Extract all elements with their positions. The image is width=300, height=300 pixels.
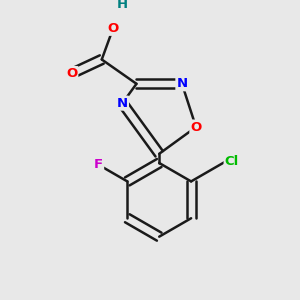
Text: O: O: [107, 22, 119, 35]
Text: O: O: [66, 67, 77, 80]
Text: F: F: [94, 158, 103, 171]
Text: O: O: [190, 121, 202, 134]
Text: H: H: [116, 0, 128, 11]
Text: N: N: [176, 77, 188, 90]
Text: Cl: Cl: [225, 154, 239, 168]
Text: N: N: [117, 97, 128, 110]
